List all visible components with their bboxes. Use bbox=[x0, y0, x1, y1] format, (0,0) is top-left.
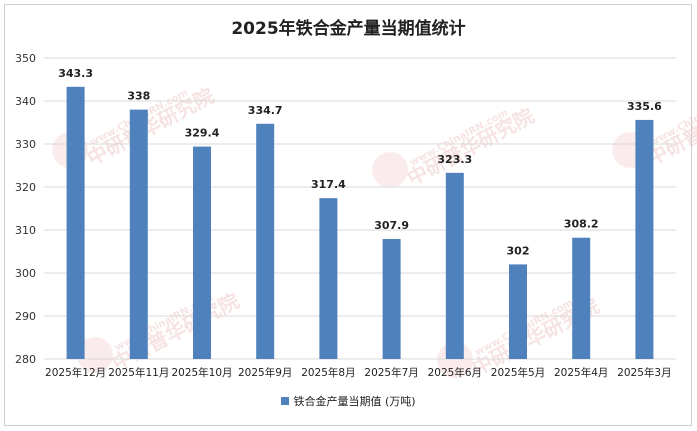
watermark-text: 中研普华研究院 bbox=[403, 103, 538, 190]
y-tick-label: 300 bbox=[15, 267, 36, 280]
x-axis-categories: 2025年12月 2025年11月 2025年10月 2025年9月 2025年8月 20… bbox=[45, 366, 672, 379]
y-tick-label: 280 bbox=[15, 353, 36, 366]
y-tick-label: 320 bbox=[15, 181, 36, 194]
x-category-label: 2025年12月 bbox=[45, 366, 106, 379]
data-label: 329.4 bbox=[185, 127, 220, 140]
bar bbox=[572, 237, 591, 359]
data-label: 323.3 bbox=[437, 153, 472, 166]
data-label: 307.9 bbox=[374, 219, 409, 232]
bar bbox=[382, 239, 401, 359]
data-labels: 343.3 338 329.4 334.7 317.4 307.9 323.3 302 308.… bbox=[58, 67, 662, 258]
bar bbox=[193, 146, 211, 359]
data-label: 338 bbox=[127, 90, 150, 103]
bar bbox=[129, 109, 148, 359]
y-tick-label: 290 bbox=[15, 310, 36, 323]
data-label: 343.3 bbox=[58, 67, 93, 80]
x-category-label: 2025年5月 bbox=[491, 366, 545, 379]
data-label: 335.6 bbox=[627, 100, 662, 113]
x-category-label: 2025年3月 bbox=[617, 366, 671, 379]
watermark-text: 中研普华研究院 bbox=[108, 288, 243, 375]
x-category-label: 2025年9月 bbox=[238, 366, 292, 379]
data-label: 317.4 bbox=[311, 178, 346, 191]
x-category-label: 2025年4月 bbox=[554, 366, 608, 379]
chart-title: 2025年铁合金产量当期值统计 bbox=[231, 19, 466, 39]
y-tick-label: 330 bbox=[15, 138, 36, 151]
legend-swatch bbox=[281, 397, 290, 405]
bar bbox=[66, 86, 85, 359]
legend: 铁合金产量当期值 (万吨) bbox=[0, 393, 697, 409]
bar bbox=[635, 119, 654, 359]
bars bbox=[66, 86, 654, 359]
legend-label: 铁合金产量当期值 (万吨) bbox=[293, 395, 416, 408]
watermark-logo bbox=[77, 337, 113, 373]
gridlines bbox=[44, 57, 676, 360]
bar bbox=[319, 198, 338, 359]
x-category-label: 2025年11月 bbox=[108, 366, 169, 379]
bar bbox=[445, 172, 464, 359]
x-category-label: 2025年6月 bbox=[428, 366, 482, 379]
bar bbox=[509, 264, 527, 359]
data-label: 334.7 bbox=[248, 104, 283, 117]
x-category-label: 2025年8月 bbox=[301, 366, 355, 379]
y-tick-label: 310 bbox=[15, 224, 36, 237]
y-axis-ticks: 280 290 300 310 320 330 340 350 bbox=[15, 52, 36, 366]
bar bbox=[256, 123, 275, 359]
y-tick-label: 350 bbox=[15, 52, 36, 65]
data-label: 308.2 bbox=[564, 218, 599, 231]
data-label: 302 bbox=[507, 244, 530, 257]
watermark-logo bbox=[372, 152, 408, 188]
x-category-label: 2025年7月 bbox=[364, 366, 418, 379]
x-category-label: 2025年10月 bbox=[171, 366, 232, 379]
y-tick-label: 340 bbox=[15, 95, 36, 108]
